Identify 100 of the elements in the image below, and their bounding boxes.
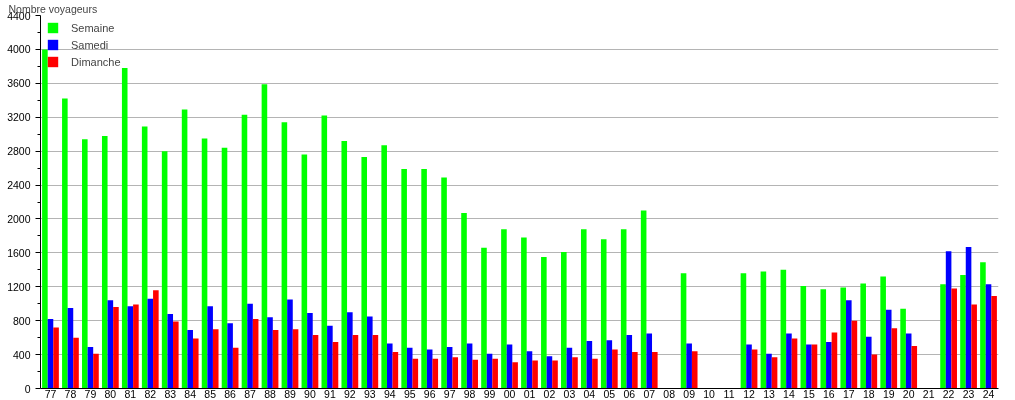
bar bbox=[73, 337, 79, 389]
x-tick-label: 93 bbox=[363, 387, 376, 400]
bar bbox=[612, 349, 618, 389]
bar bbox=[381, 145, 387, 389]
x-tick-label: 00 bbox=[503, 387, 516, 400]
x-tick-label: 23 bbox=[962, 387, 975, 400]
x-tick-label: 83 bbox=[164, 387, 177, 400]
bar bbox=[951, 288, 957, 389]
legend-label: Semaine bbox=[71, 21, 115, 34]
x-tick-label: 82 bbox=[144, 387, 157, 400]
bar bbox=[452, 357, 459, 389]
bar bbox=[207, 306, 213, 389]
bar bbox=[512, 362, 518, 389]
x-tick-label: 85 bbox=[204, 387, 217, 400]
bar bbox=[492, 358, 498, 389]
y-tick-label: 4000 bbox=[7, 43, 31, 56]
bar bbox=[900, 308, 906, 389]
bar bbox=[167, 313, 174, 389]
bar bbox=[307, 313, 313, 389]
x-tick-label: 96 bbox=[423, 387, 436, 400]
bar bbox=[521, 237, 527, 389]
x-tick-label: 89 bbox=[284, 387, 296, 400]
y-tick-label: 400 bbox=[12, 348, 31, 361]
bar bbox=[880, 276, 886, 389]
x-tick-label: 11 bbox=[723, 387, 735, 400]
x-tick-label: 24 bbox=[982, 387, 995, 400]
x-tick-label: 81 bbox=[124, 387, 137, 400]
bar bbox=[561, 252, 567, 389]
bar bbox=[101, 135, 108, 389]
x-tick-label: 18 bbox=[862, 387, 875, 400]
bar bbox=[840, 287, 847, 389]
bar bbox=[327, 325, 333, 389]
x-tick-label: 90 bbox=[304, 387, 316, 400]
bar bbox=[432, 358, 439, 389]
bar bbox=[153, 290, 159, 389]
bar bbox=[960, 274, 966, 389]
x-tick-label: 12 bbox=[743, 387, 756, 400]
bar bbox=[472, 359, 478, 389]
bar bbox=[991, 296, 997, 389]
bar bbox=[421, 168, 427, 389]
y-tick-label: 1600 bbox=[7, 246, 31, 259]
bar bbox=[846, 300, 852, 389]
x-tick-label: 06 bbox=[623, 387, 636, 400]
bar bbox=[971, 304, 977, 389]
bar bbox=[133, 304, 139, 389]
bar bbox=[592, 358, 598, 389]
bar bbox=[501, 229, 507, 389]
y-tick-label: 2400 bbox=[7, 179, 31, 192]
bar bbox=[361, 157, 368, 389]
bar bbox=[187, 330, 193, 389]
x-tick-label: 92 bbox=[344, 387, 356, 400]
x-tick-label: 04 bbox=[583, 387, 596, 400]
y-tick-label: 2000 bbox=[7, 212, 31, 225]
bar bbox=[173, 321, 179, 389]
bar bbox=[885, 309, 892, 389]
x-tick-label: 88 bbox=[264, 387, 277, 400]
bar bbox=[93, 353, 99, 389]
x-tick-label: 97 bbox=[443, 387, 456, 400]
x-tick-label: 78 bbox=[64, 387, 77, 400]
bar bbox=[552, 360, 558, 389]
bar bbox=[42, 49, 48, 389]
bar bbox=[113, 307, 119, 389]
x-tick-label: 15 bbox=[803, 387, 815, 400]
bar bbox=[82, 139, 88, 389]
legend-label: Samedi bbox=[71, 38, 109, 51]
bar bbox=[806, 344, 812, 389]
bar bbox=[746, 344, 752, 389]
x-tick-label: 91 bbox=[324, 387, 336, 400]
y-tick-label: 3600 bbox=[7, 77, 31, 90]
x-tick-label: 20 bbox=[902, 387, 915, 400]
bar bbox=[820, 289, 827, 389]
bar bbox=[341, 140, 348, 389]
x-tick-label: 86 bbox=[224, 387, 237, 400]
x-tick-label: 13 bbox=[763, 387, 775, 400]
x-tick-label: 77 bbox=[44, 387, 57, 400]
x-tick-label: 07 bbox=[643, 387, 656, 400]
bar bbox=[826, 341, 832, 389]
y-tick-label: 3200 bbox=[7, 111, 31, 124]
x-tick-label: 17 bbox=[842, 387, 855, 400]
bar bbox=[461, 213, 467, 389]
x-tick-label: 14 bbox=[783, 387, 795, 400]
x-tick-label: 80 bbox=[104, 387, 117, 400]
bar bbox=[580, 229, 587, 389]
bar bbox=[386, 343, 393, 389]
x-tick-label: 95 bbox=[403, 387, 416, 400]
x-tick-label: 19 bbox=[882, 387, 895, 400]
bar bbox=[980, 262, 986, 389]
bar bbox=[541, 257, 547, 389]
x-tick-label: 02 bbox=[543, 387, 556, 400]
bar bbox=[646, 333, 653, 389]
bar bbox=[481, 247, 487, 389]
x-tick-label: 84 bbox=[184, 387, 197, 400]
x-tick-label: 94 bbox=[383, 387, 396, 400]
bar bbox=[691, 351, 698, 389]
bar bbox=[53, 327, 59, 389]
bar bbox=[347, 312, 353, 389]
x-tick-label: 10 bbox=[703, 387, 716, 400]
x-tick-label: 16 bbox=[823, 387, 835, 400]
bar bbox=[227, 323, 233, 389]
bar bbox=[287, 299, 293, 389]
